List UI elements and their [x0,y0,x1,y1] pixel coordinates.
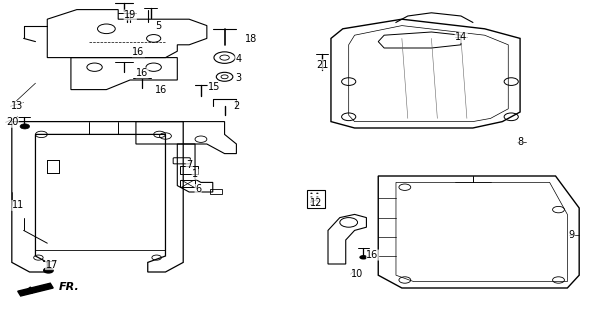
Circle shape [310,204,313,205]
Text: 6: 6 [195,184,201,195]
Text: 10: 10 [350,269,363,279]
Text: 21: 21 [316,60,329,70]
Text: 4: 4 [235,54,241,64]
Circle shape [316,196,319,198]
Text: 16: 16 [155,85,167,95]
Text: 8: 8 [517,137,523,148]
Circle shape [359,255,368,260]
Text: FR.: FR. [59,282,80,292]
Text: 3: 3 [235,73,241,84]
Text: 9: 9 [569,230,574,240]
Text: 14: 14 [455,32,467,43]
Text: 20: 20 [6,117,18,127]
Text: 12: 12 [310,197,323,208]
Text: 16: 16 [366,250,379,260]
Circle shape [310,200,313,202]
Circle shape [316,204,319,205]
Polygon shape [18,283,53,296]
Circle shape [316,193,319,194]
Text: 19: 19 [124,10,137,20]
Circle shape [20,124,30,129]
Text: 18: 18 [245,34,257,44]
Text: 16: 16 [136,68,148,78]
Text: 17: 17 [46,260,58,270]
Text: 11: 11 [12,200,24,211]
Circle shape [310,196,313,198]
Text: 7: 7 [186,160,193,170]
Text: 13: 13 [11,101,23,111]
Circle shape [44,268,53,273]
Circle shape [316,200,319,202]
Text: 16: 16 [132,47,145,57]
Text: 2: 2 [233,100,240,111]
Circle shape [310,193,313,194]
Text: 15: 15 [208,82,220,92]
Text: 1: 1 [192,169,198,180]
Text: 5: 5 [155,20,161,31]
